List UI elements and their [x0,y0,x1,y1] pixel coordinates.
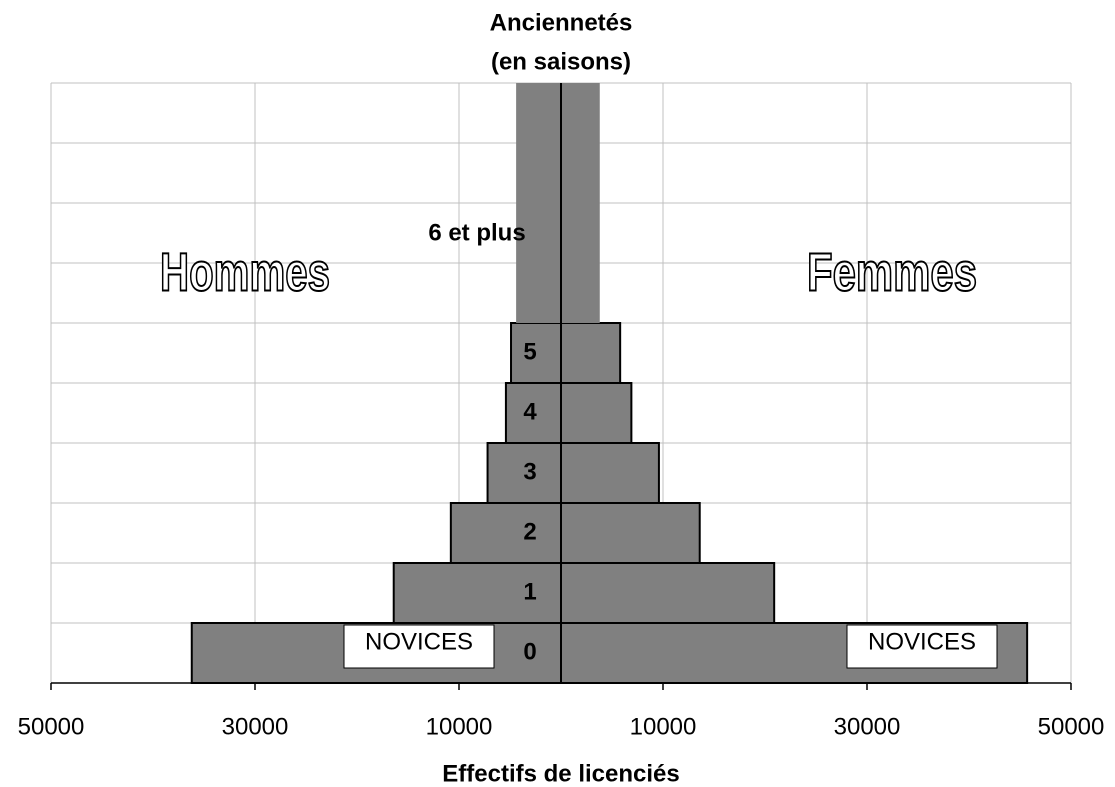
chart-title: Anciennetés [490,9,633,36]
annotation-box [846,624,998,669]
x-tick-label: 30000 [222,713,289,740]
bar [449,502,562,564]
annotation-box [343,624,495,669]
category-label: 1 [523,578,536,605]
bar [392,562,562,624]
x-tick-label: 10000 [630,713,697,740]
category-label: 3 [523,458,536,485]
series-label: Hommes [160,242,330,302]
bar [560,502,701,564]
category-label: 0 [523,638,536,665]
bar [560,382,633,444]
x-axis-label: Effectifs de licenciés [442,760,679,787]
bar [560,562,776,624]
category-label: 5 [523,338,536,365]
bar [516,83,561,323]
x-tick-label: 50000 [1038,713,1105,740]
category-label: 6 et plus [428,219,525,246]
x-tick-label: 10000 [426,713,493,740]
bar [560,442,660,504]
x-tick-label: 30000 [834,713,901,740]
x-tick-label: 50000 [18,713,85,740]
bar [560,322,622,384]
bar [561,83,600,323]
category-label: 2 [523,518,536,545]
annotation: NOVICES [365,628,473,655]
series-label: Femmes [807,242,977,302]
category-label: 4 [523,398,537,425]
annotation: NOVICES [868,628,976,655]
chart-title: (en saisons) [491,48,631,75]
